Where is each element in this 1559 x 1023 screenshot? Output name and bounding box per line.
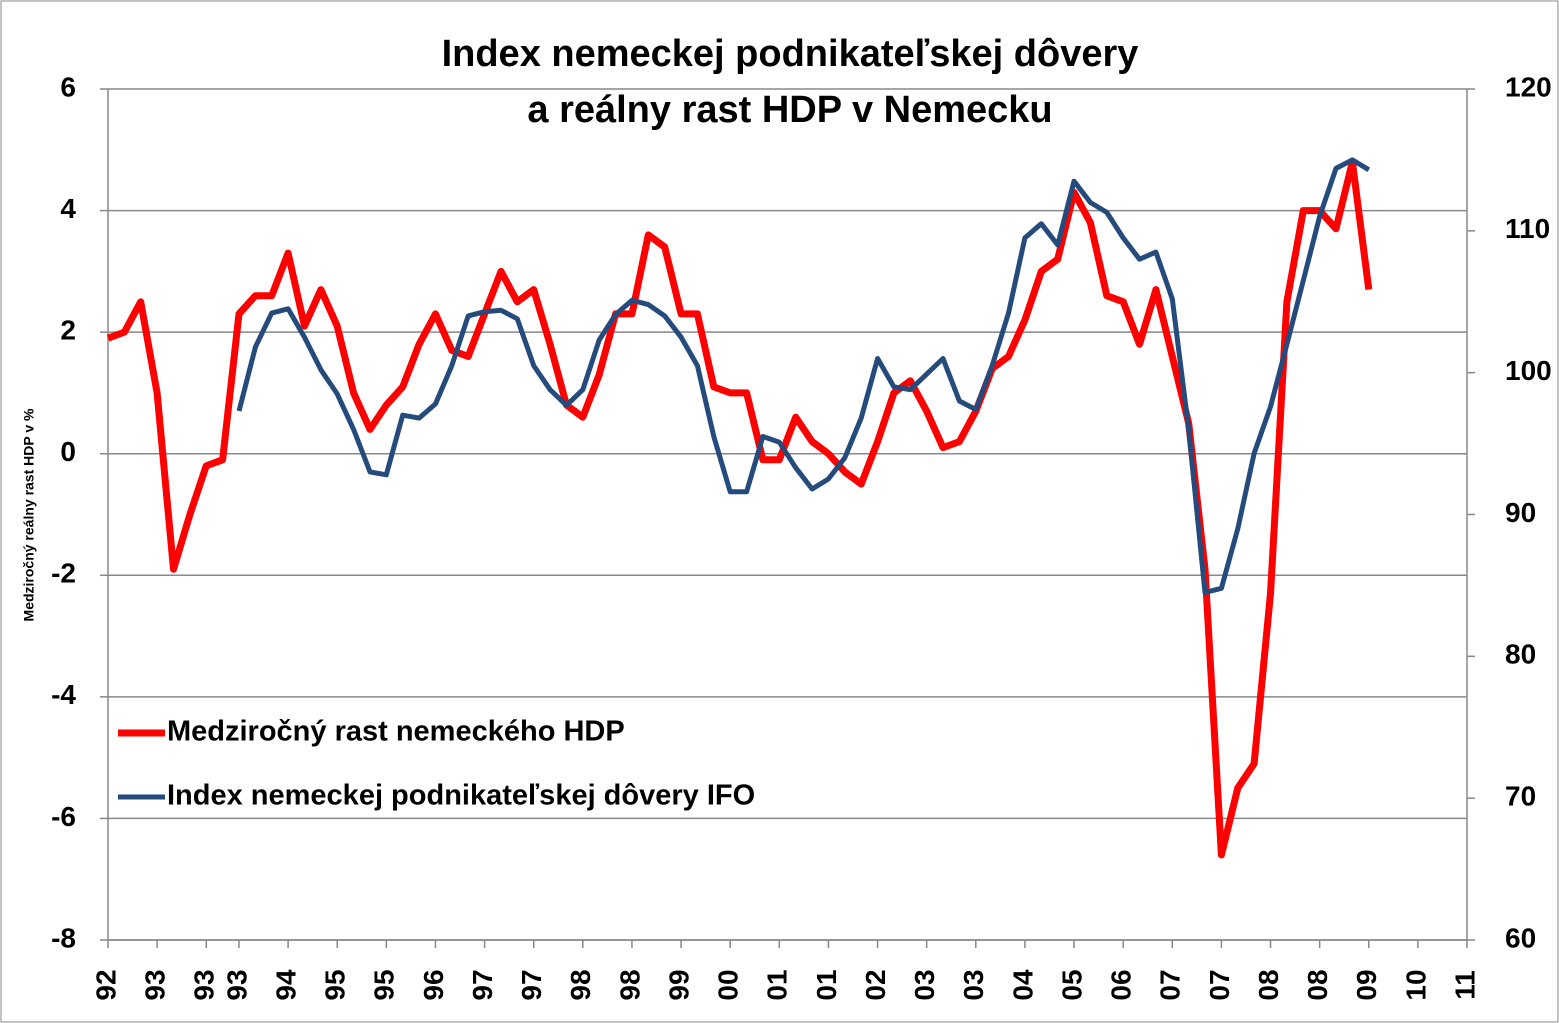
- y-tick-label: 0: [60, 436, 76, 467]
- y2-tick-label: 80: [1505, 639, 1536, 670]
- series-line: [236, 157, 1371, 595]
- x-tick-label: 93: [140, 969, 171, 1000]
- x-tick-label: 08: [1253, 969, 1284, 1000]
- y2-tick-label: 110: [1505, 213, 1550, 244]
- x-tick-label: 97: [467, 969, 498, 1000]
- x-tick-label: 94: [270, 969, 301, 1001]
- y2-tick-label: 60: [1505, 922, 1536, 953]
- legend-label: Index nemeckej podnikateľskej dôvery IFO: [167, 780, 755, 812]
- x-tick-label: 03: [958, 969, 989, 1000]
- y-tick-label: 6: [60, 71, 76, 102]
- x-tick-label: 03: [909, 969, 940, 1000]
- y2-tick-label: 100: [1505, 355, 1552, 386]
- x-tick-label: 09: [1351, 969, 1382, 1000]
- y2-tick-label: 70: [1505, 781, 1536, 812]
- x-tick-label: 10: [1400, 969, 1431, 1000]
- chart-title: a reálny rast HDP v Nemecku: [527, 89, 1052, 131]
- y-tick-label: -8: [51, 922, 76, 953]
- x-tick-label: 04: [1007, 969, 1038, 1001]
- chart-title: Index nemeckej podnikateľskej dôvery: [442, 33, 1139, 75]
- x-tick-label: 96: [418, 969, 449, 1000]
- legend-label: Medziročný rast nemeckého HDP: [167, 716, 625, 748]
- y-tick-label: -6: [51, 801, 76, 832]
- x-tick-label: 06: [1106, 969, 1137, 1000]
- x-tick-label: 95: [320, 969, 351, 1000]
- x-tick-label: 98: [565, 969, 596, 1000]
- x-tick-label: 00: [713, 969, 744, 1000]
- x-tick-label: 92: [90, 969, 121, 1000]
- x-tick-label: 99: [663, 969, 694, 1000]
- x-tick-label: 98: [614, 969, 645, 1000]
- y-tick-label: -4: [51, 679, 76, 710]
- x-tick-label: 93: [221, 969, 252, 1000]
- y-tick-label: 4: [60, 193, 76, 224]
- x-tick-label: 95: [369, 969, 400, 1000]
- y-axis-label: Medziročný reálny rast HDP v %: [21, 408, 37, 621]
- y-tick-label: -2: [51, 558, 76, 589]
- y2-tick-label: 120: [1505, 71, 1552, 102]
- x-tick-label: 97: [516, 969, 547, 1000]
- x-tick-label: 11: [1449, 970, 1480, 1000]
- x-tick-label: 02: [860, 969, 891, 1000]
- y2-tick-label: 90: [1505, 497, 1536, 528]
- y-tick-label: 2: [60, 315, 76, 346]
- x-tick-label: 07: [1204, 969, 1235, 1000]
- x-tick-label: 93: [189, 969, 220, 1000]
- x-tick-label: 07: [1155, 969, 1186, 1000]
- x-tick-label: 01: [811, 969, 842, 1000]
- x-tick-label: 01: [762, 969, 793, 1000]
- x-tick-label: 05: [1056, 969, 1087, 1000]
- series-line: [106, 158, 1373, 859]
- x-tick-label: 08: [1302, 969, 1333, 1000]
